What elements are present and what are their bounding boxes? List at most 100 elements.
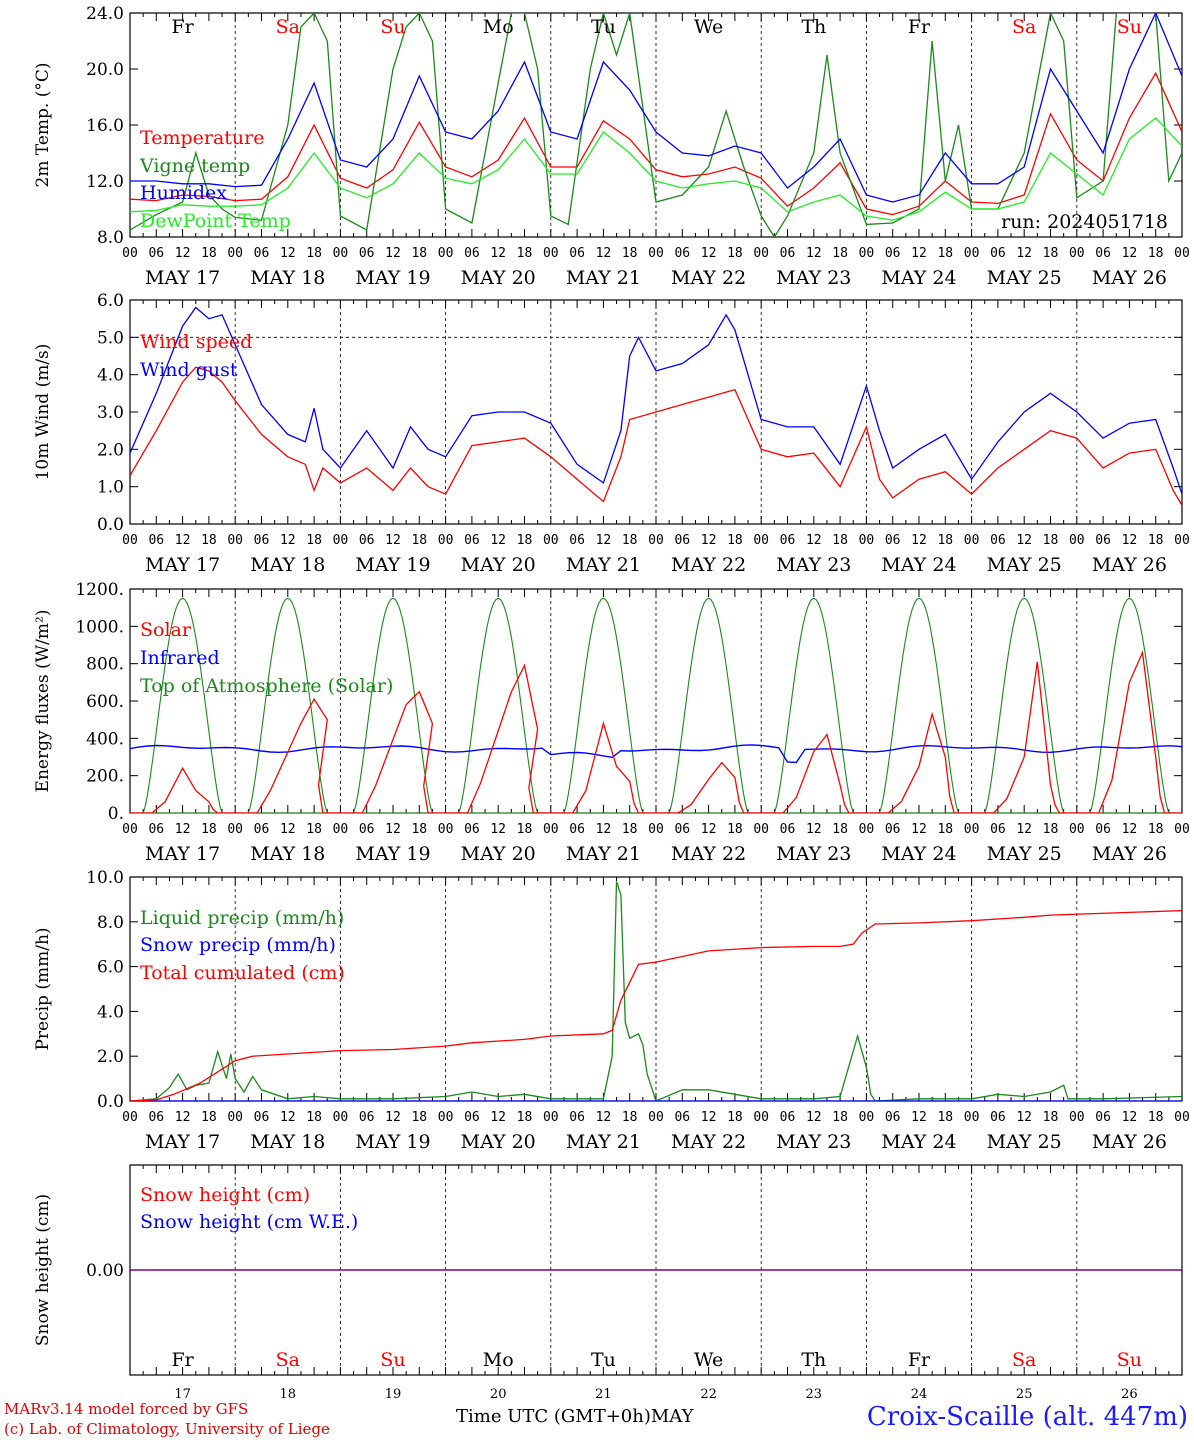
hour-tick-label: 12 [1016, 533, 1032, 548]
hour-tick-label: 18 [201, 1110, 217, 1125]
hour-tick-label: 12 [280, 822, 296, 837]
day-name-label: Th [801, 16, 826, 38]
hour-tick-label: 12 [385, 246, 401, 261]
run-label: run: 2024051718 [1001, 211, 1168, 233]
legend-entry: Wind speed [140, 331, 252, 353]
y-tick-label: 8.0 [97, 913, 124, 933]
hour-tick-label: 12 [701, 533, 717, 548]
day-name-label: Th [801, 1349, 826, 1371]
hour-tick-label: 06 [990, 822, 1006, 837]
hour-tick-label: 12 [385, 1110, 401, 1125]
hour-tick-label: 00 [438, 1110, 454, 1125]
day-number-label: 25 [1016, 1387, 1033, 1402]
hour-tick-label: 06 [885, 822, 901, 837]
y-tick-label: 0.00 [86, 1261, 124, 1281]
day-number-label: 20 [490, 1387, 507, 1402]
date-label: MAY 25 [987, 267, 1062, 289]
legend-entry: Wind gust [140, 359, 238, 381]
date-label: MAY 25 [987, 1131, 1062, 1153]
hour-tick-label: 12 [490, 1110, 506, 1125]
y-tick-label: 1.0 [97, 478, 124, 498]
y-tick-label: 2.0 [97, 1047, 124, 1067]
date-label: MAY 22 [671, 843, 746, 865]
day-name-label: Sa [276, 1349, 300, 1371]
day-name-label: Mo [483, 16, 514, 38]
date-label: MAY 19 [355, 554, 430, 576]
series-line-top-of-atmosphere [142, 597, 223, 813]
date-label: MAY 17 [145, 1131, 220, 1153]
series-line-infrared [130, 744, 1182, 764]
legend-entry: Top of Atmosphere (Solar) [140, 675, 393, 697]
date-label: MAY 21 [566, 267, 641, 289]
legend-entry: Liquid precip (mm/h) [140, 907, 344, 929]
series-line-solar [130, 650, 1182, 813]
day-name-label: Su [380, 1349, 405, 1371]
hour-tick-label: 00 [964, 246, 980, 261]
hour-tick-label: 12 [701, 822, 717, 837]
hour-tick-label: 00 [122, 533, 138, 548]
hour-tick-label: 12 [911, 822, 927, 837]
series-line-wind-speed [130, 366, 1182, 506]
hour-tick-label: 00 [753, 246, 769, 261]
hour-tick-label: 06 [464, 1110, 480, 1125]
y-tick-label: 4.0 [97, 1002, 124, 1022]
y-tick-label: 10.0 [86, 868, 124, 888]
hour-tick-label: 06 [359, 533, 375, 548]
date-label: MAY 23 [776, 843, 851, 865]
date-label: MAY 18 [250, 554, 325, 576]
hour-tick-label: 00 [438, 822, 454, 837]
hour-tick-label: 18 [832, 1110, 848, 1125]
hour-tick-label: 06 [569, 1110, 585, 1125]
day-name-label: We [694, 1349, 723, 1371]
date-label: MAY 24 [881, 843, 956, 865]
date-label: MAY 18 [250, 843, 325, 865]
y-tick-label: 20.0 [86, 60, 124, 80]
hour-tick-label: 00 [859, 533, 875, 548]
date-label: MAY 19 [355, 843, 430, 865]
y-tick-label: 0.0 [97, 515, 124, 535]
day-name-label: Su [1117, 16, 1142, 38]
y-tick-label: 1200. [75, 580, 124, 600]
hour-tick-label: 00 [1069, 533, 1085, 548]
y-tick-label: 1000. [75, 617, 124, 637]
day-name-label: Fr [908, 16, 931, 38]
hour-tick-label: 06 [1095, 533, 1111, 548]
hour-tick-label: 06 [569, 246, 585, 261]
series-line-temperature [130, 71, 1182, 216]
hour-tick-label: 18 [306, 1110, 322, 1125]
hour-tick-label: 12 [175, 1110, 191, 1125]
hour-tick-label: 18 [411, 533, 427, 548]
series-line-top-of-atmosphere [353, 597, 433, 813]
day-name-label: Su [380, 16, 405, 38]
y-tick-label: 2.0 [97, 440, 124, 460]
series-line-top-of-atmosphere [563, 597, 644, 813]
day-name-label: Fr [171, 1349, 194, 1371]
legend-entry: Infrared [140, 647, 220, 669]
hour-tick-label: 18 [517, 822, 533, 837]
hour-tick-label: 06 [359, 1110, 375, 1125]
series-line-top-of-atmosphere [878, 597, 960, 813]
hour-tick-label: 00 [964, 822, 980, 837]
y-tick-label: 6.0 [97, 291, 124, 311]
hour-tick-label: 12 [596, 1110, 612, 1125]
day-name-label: Su [1117, 1349, 1142, 1371]
date-label: MAY 25 [987, 554, 1062, 576]
date-label: MAY 22 [671, 554, 746, 576]
hour-tick-label: 06 [990, 246, 1006, 261]
hour-tick-label: 18 [411, 1110, 427, 1125]
hour-tick-label: 12 [806, 246, 822, 261]
hour-tick-label: 18 [1148, 822, 1164, 837]
date-label: MAY 21 [566, 843, 641, 865]
hour-tick-label: 00 [438, 533, 454, 548]
hour-tick-label: 00 [122, 822, 138, 837]
hour-tick-label: 18 [937, 822, 953, 837]
hour-tick-label: 06 [148, 246, 164, 261]
day-name-label: Sa [1012, 1349, 1036, 1371]
hour-tick-label: 18 [411, 246, 427, 261]
hour-tick-label: 06 [780, 822, 796, 837]
hour-tick-label: 18 [727, 1110, 743, 1125]
hour-tick-label: 18 [201, 533, 217, 548]
hour-tick-label: 06 [885, 1110, 901, 1125]
hour-tick-label: 00 [648, 246, 664, 261]
